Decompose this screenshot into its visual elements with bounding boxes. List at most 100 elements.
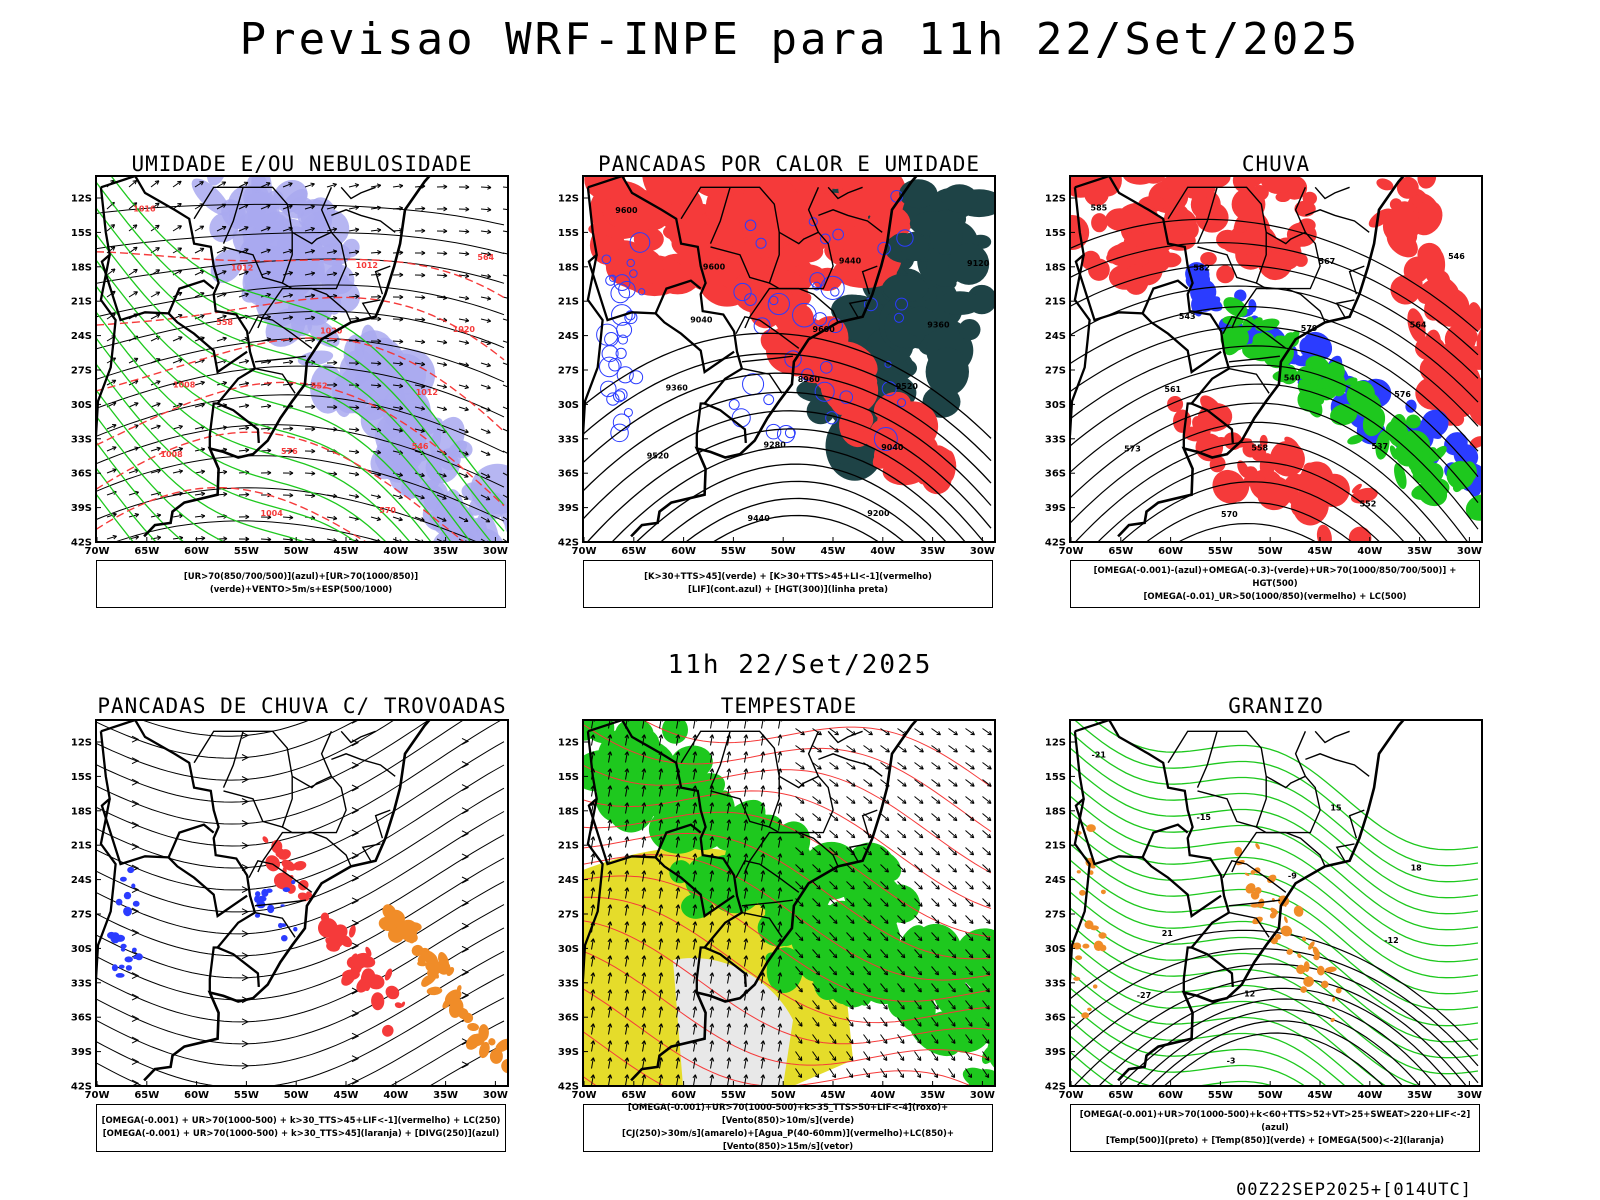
lat-tick-label: 39S bbox=[71, 1047, 92, 1058]
geo-borders-umidade bbox=[96, 176, 432, 538]
lat-tick-label: 42S bbox=[1045, 1082, 1066, 1093]
legend-line: [OMEGA(-0.001)+UR>70(1000-500)+k>35_TTS>… bbox=[627, 1103, 949, 1126]
geo-borders-pancadas_calor bbox=[583, 176, 919, 538]
lat-tick-label: 27S bbox=[71, 366, 92, 377]
lat-tick-label: 30S bbox=[1045, 400, 1066, 411]
map-fields-umidade: 1016 1012 1020 1012 1008 1004 1012 1020 1008 576 5… bbox=[96, 176, 508, 542]
lon-tick-label: 60W bbox=[671, 546, 696, 557]
contour-label: 9040 bbox=[881, 443, 904, 452]
contour-label: 576 bbox=[281, 447, 298, 456]
lat-tick-label: 27S bbox=[558, 910, 579, 921]
lon-tick-label: 50W bbox=[1258, 1090, 1283, 1101]
lon-tick-label: 30W bbox=[970, 546, 995, 557]
lon-tick-label: 35W bbox=[920, 1090, 945, 1101]
contour-label: 9200 bbox=[867, 509, 890, 518]
lat-tick-label: 21S bbox=[71, 297, 92, 308]
lon-tick-label: 30W bbox=[483, 546, 508, 557]
lon-tick-label: 45W bbox=[1308, 546, 1333, 557]
lon-tick-label: 70W bbox=[572, 1090, 597, 1101]
lon-tick-label: 60W bbox=[1158, 546, 1183, 557]
contour-label: 9440 bbox=[839, 257, 862, 266]
lat-tick-label: 42S bbox=[71, 1082, 92, 1093]
lat-tick-label: 12S bbox=[558, 738, 579, 749]
footer-timestamp: 00Z22SEP2025+[014UTC] bbox=[1236, 1180, 1472, 1200]
legend-line: [OMEGA(-0.001) + UR>70(1000-500) + k>30_… bbox=[102, 1129, 500, 1139]
lat-tick-label: 30S bbox=[71, 944, 92, 955]
lon-tick-label: 50W bbox=[284, 1090, 309, 1101]
contour-label: 1016 bbox=[133, 204, 156, 213]
lat-tick-label: 24S bbox=[558, 875, 579, 886]
lat-tick-label: 36S bbox=[1045, 469, 1066, 480]
lon-tick-label: 45W bbox=[334, 1090, 359, 1101]
contour-label: 570 bbox=[379, 506, 396, 515]
lon-tick-label: 45W bbox=[821, 546, 846, 557]
lon-tick-label: 60W bbox=[671, 1090, 696, 1101]
lon-tick-label: 70W bbox=[85, 1090, 110, 1101]
contour-label: 9120 bbox=[967, 259, 990, 268]
contour-label: 9360 bbox=[666, 384, 689, 393]
geo-borders-chuva bbox=[1070, 176, 1406, 538]
panel-title-chuva: CHUVA bbox=[1241, 152, 1311, 176]
lon-tick-label: 60W bbox=[1158, 1090, 1183, 1101]
lat-tick-label: 42S bbox=[558, 538, 579, 549]
contour-label: 537 bbox=[1371, 442, 1388, 451]
contour-label: 1008 bbox=[160, 450, 183, 459]
lon-tick-label: 30W bbox=[970, 1090, 995, 1101]
panel-title-tempestade: TEMPESTADE bbox=[720, 694, 858, 718]
lon-tick-label: 40W bbox=[870, 1090, 895, 1101]
lon-tick-label: 40W bbox=[870, 546, 895, 557]
contour-label: -15 bbox=[1197, 813, 1212, 822]
lon-tick-label: 55W bbox=[721, 546, 746, 557]
contour-label: 1020 bbox=[320, 326, 343, 335]
lat-tick-label: 24S bbox=[71, 331, 92, 342]
lon-tick-label: 65W bbox=[1108, 1090, 1133, 1101]
contour-label: 1020 bbox=[453, 325, 476, 334]
contour-label: 579 bbox=[1301, 324, 1318, 333]
legend-granizo: [OMEGA(-0.001)+UR>70(1000-500)+k<60+TTS>… bbox=[1070, 1104, 1480, 1152]
lat-tick-label: 39S bbox=[558, 1047, 579, 1058]
lat-tick-label: 15S bbox=[71, 228, 92, 239]
contour-label: -21 bbox=[1092, 750, 1107, 759]
contour-label: 1004 bbox=[261, 509, 284, 518]
legend-line: [CJ(250)>30m/s](amarelo)+[Agua_P(40-60mm… bbox=[621, 1129, 955, 1152]
lat-tick-label: 30S bbox=[558, 944, 579, 955]
lat-tick-label: 18S bbox=[1045, 262, 1066, 273]
lon-tick-label: 40W bbox=[1357, 546, 1382, 557]
map-frame bbox=[95, 719, 509, 1087]
lon-tick-label: 70W bbox=[1059, 546, 1084, 557]
lat-tick-label: 24S bbox=[1045, 875, 1066, 886]
lat-tick-label: 18S bbox=[71, 262, 92, 273]
lon-tick-label: 50W bbox=[1258, 546, 1283, 557]
contour-label: 582 bbox=[1193, 264, 1210, 273]
contour-label: 9520 bbox=[647, 452, 670, 461]
contour-label: 9600 bbox=[615, 206, 638, 215]
contour-label: 567 bbox=[1319, 257, 1336, 266]
lon-tick-label: 40W bbox=[383, 1090, 408, 1101]
lon-tick-label: 70W bbox=[1059, 1090, 1084, 1101]
lat-tick-label: 24S bbox=[71, 875, 92, 886]
lat-tick-label: 39S bbox=[71, 503, 92, 514]
lat-tick-label: 12S bbox=[71, 738, 92, 749]
lat-tick-label: 18S bbox=[1045, 806, 1066, 817]
map-pancadas_calor: 9600960096009520952094409440936093609280… bbox=[558, 175, 996, 557]
lat-tick-label: 33S bbox=[71, 978, 92, 989]
contour-label: 9600 bbox=[703, 262, 726, 271]
lat-tick-label: 30S bbox=[558, 400, 579, 411]
lon-tick-label: 65W bbox=[1108, 546, 1133, 557]
lon-tick-label: 30W bbox=[1457, 546, 1482, 557]
lat-tick-label: 27S bbox=[1045, 910, 1066, 921]
contour-label: -3 bbox=[1227, 1056, 1236, 1065]
contour-label: 573 bbox=[1124, 445, 1141, 454]
legend-line: [OMEGA(-0.001)-(azul)+OMEGA(-0.3)-(verde… bbox=[1093, 565, 1457, 589]
lon-tick-label: 65W bbox=[621, 1090, 646, 1101]
lat-tick-label: 36S bbox=[558, 1013, 579, 1024]
contour-label: 576 bbox=[1394, 390, 1411, 399]
lon-tick-label: 40W bbox=[383, 546, 408, 557]
map-fields-tempestade bbox=[583, 720, 995, 1086]
lat-tick-label: 39S bbox=[1045, 1047, 1066, 1058]
lat-tick-label: 15S bbox=[1045, 228, 1066, 239]
lat-tick-label: 15S bbox=[71, 772, 92, 783]
lon-tick-label: 55W bbox=[1208, 546, 1233, 557]
lon-tick-label: 40W bbox=[1357, 1090, 1382, 1101]
legend-tempestade: [OMEGA(-0.001)+UR>70(1000-500)+k>35_TTS>… bbox=[583, 1103, 993, 1152]
